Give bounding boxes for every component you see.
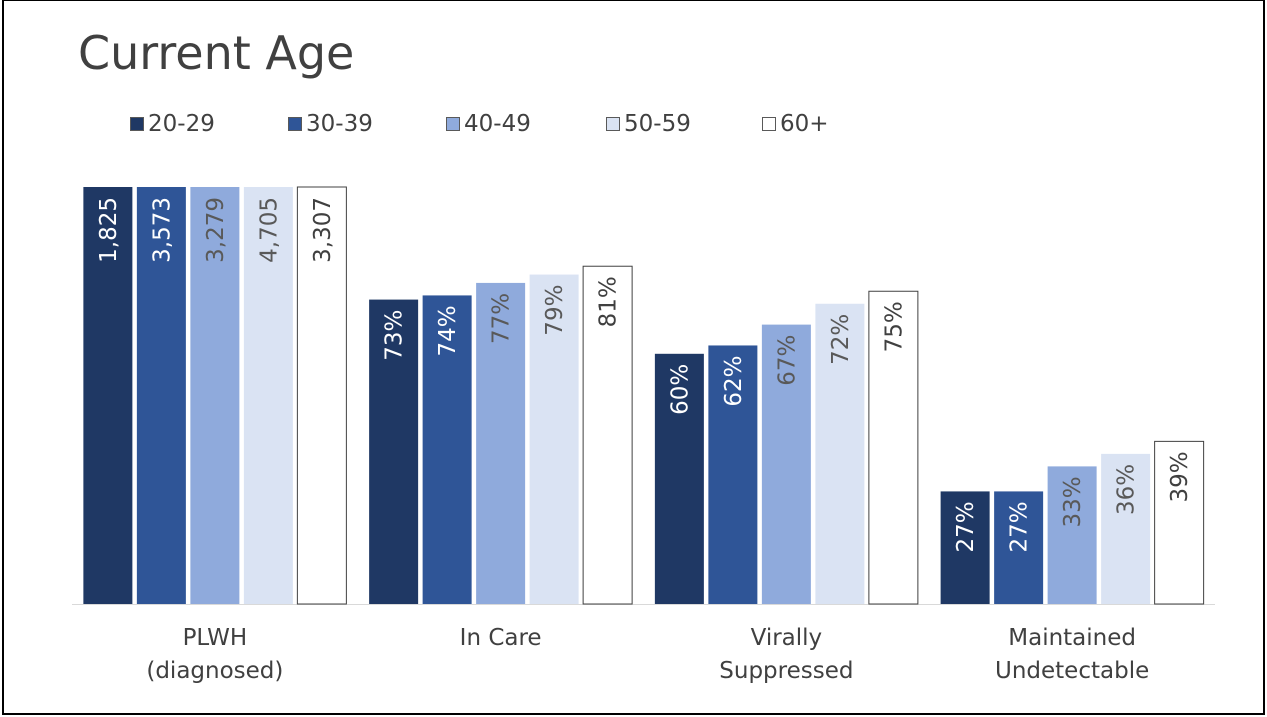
bar [1154,440,1205,605]
bar-data-label: 3,573 [149,197,175,263]
bar [815,303,865,604]
bar-data-label: 4,705 [256,197,282,263]
legend-label-40-49: 40-49 [464,111,531,137]
category-label: Undetectable [995,658,1149,684]
bar [529,274,579,604]
bar-data-label: 3,307 [310,197,336,263]
bar [369,299,419,604]
category-label: Suppressed [719,658,853,684]
bar-data-label: 77% [489,293,515,344]
bar [296,186,347,605]
bar-data-label: 74% [435,305,461,356]
bar [1047,466,1097,604]
bar-data-label: 36% [1114,464,1140,515]
legend-swatch-60-plus [762,117,776,131]
bar [761,324,811,604]
bar-data-label: 81% [596,276,622,327]
bar-data-label: 79% [542,285,568,336]
bar [868,290,919,605]
legend-label-50-59: 50-59 [624,111,691,137]
bar [994,491,1044,604]
bar-data-label: 62% [721,355,747,406]
category-label: In Care [460,625,542,651]
bar [1101,453,1151,604]
bar-data-label: 72% [828,314,854,365]
bar [243,187,293,604]
legend-item-40-49: 40-49 [446,111,531,137]
bar-data-label: 60% [667,364,693,415]
bar [136,187,186,604]
bar [476,282,526,604]
legend-item-30-39: 30-39 [288,111,373,137]
bar [83,187,133,604]
legend-label-30-39: 30-39 [306,111,373,137]
category-label: PLWH [183,625,248,651]
bar-data-label: 1,825 [96,197,122,263]
bar [654,353,704,604]
bar-data-label: 39% [1167,451,1193,502]
bar [422,295,472,604]
bar-data-label: 75% [881,301,907,352]
category-label: (diagnosed) [146,658,283,684]
bar-data-label: 27% [1007,501,1033,552]
legend-swatch-20-29 [130,117,144,131]
bar-data-label: 3,279 [203,197,229,263]
category-label: Virally [751,625,823,651]
legend-label-20-29: 20-29 [148,111,215,137]
bar-data-label: 33% [1060,476,1086,527]
legend-label-60-plus: 60+ [780,111,829,137]
legend-item-20-29: 20-29 [130,111,215,137]
legend-swatch-30-39 [288,117,302,131]
bar [190,187,240,604]
legend-item-60-plus: 60+ [762,111,829,137]
bar-data-label: 73% [382,310,408,361]
bar [940,491,990,604]
bar-data-label: 27% [953,501,979,552]
legend-swatch-50-59 [606,117,620,131]
legend-item-50-59: 50-59 [606,111,691,137]
bar-data-label: 67% [774,335,800,386]
bar [582,265,633,605]
chart-title: Current Age [78,26,355,80]
legend-swatch-40-49 [446,117,460,131]
category-label: Maintained [1008,625,1136,651]
bar [708,345,758,604]
